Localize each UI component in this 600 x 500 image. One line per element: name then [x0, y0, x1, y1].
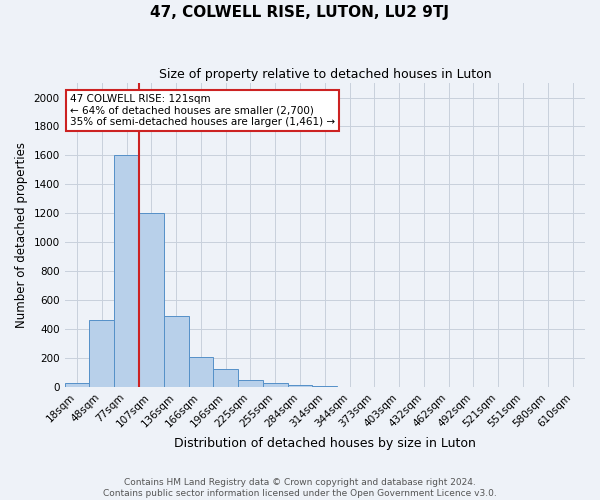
Bar: [114, 156, 139, 387]
Text: 47 COLWELL RISE: 121sqm
← 64% of detached houses are smaller (2,700)
35% of semi: 47 COLWELL RISE: 121sqm ← 64% of detache…: [70, 94, 335, 127]
Bar: [263, 382, 287, 387]
Bar: [188, 356, 214, 387]
Bar: [238, 380, 263, 387]
Bar: [287, 385, 313, 387]
Bar: [313, 386, 337, 387]
Bar: [139, 214, 164, 387]
Title: Size of property relative to detached houses in Luton: Size of property relative to detached ho…: [158, 68, 491, 80]
Bar: [65, 382, 89, 387]
Bar: [214, 369, 238, 387]
Bar: [164, 316, 188, 387]
Text: Contains HM Land Registry data © Crown copyright and database right 2024.
Contai: Contains HM Land Registry data © Crown c…: [103, 478, 497, 498]
X-axis label: Distribution of detached houses by size in Luton: Distribution of detached houses by size …: [174, 437, 476, 450]
Y-axis label: Number of detached properties: Number of detached properties: [15, 142, 28, 328]
Bar: [89, 320, 114, 387]
Text: 47, COLWELL RISE, LUTON, LU2 9TJ: 47, COLWELL RISE, LUTON, LU2 9TJ: [151, 5, 449, 20]
